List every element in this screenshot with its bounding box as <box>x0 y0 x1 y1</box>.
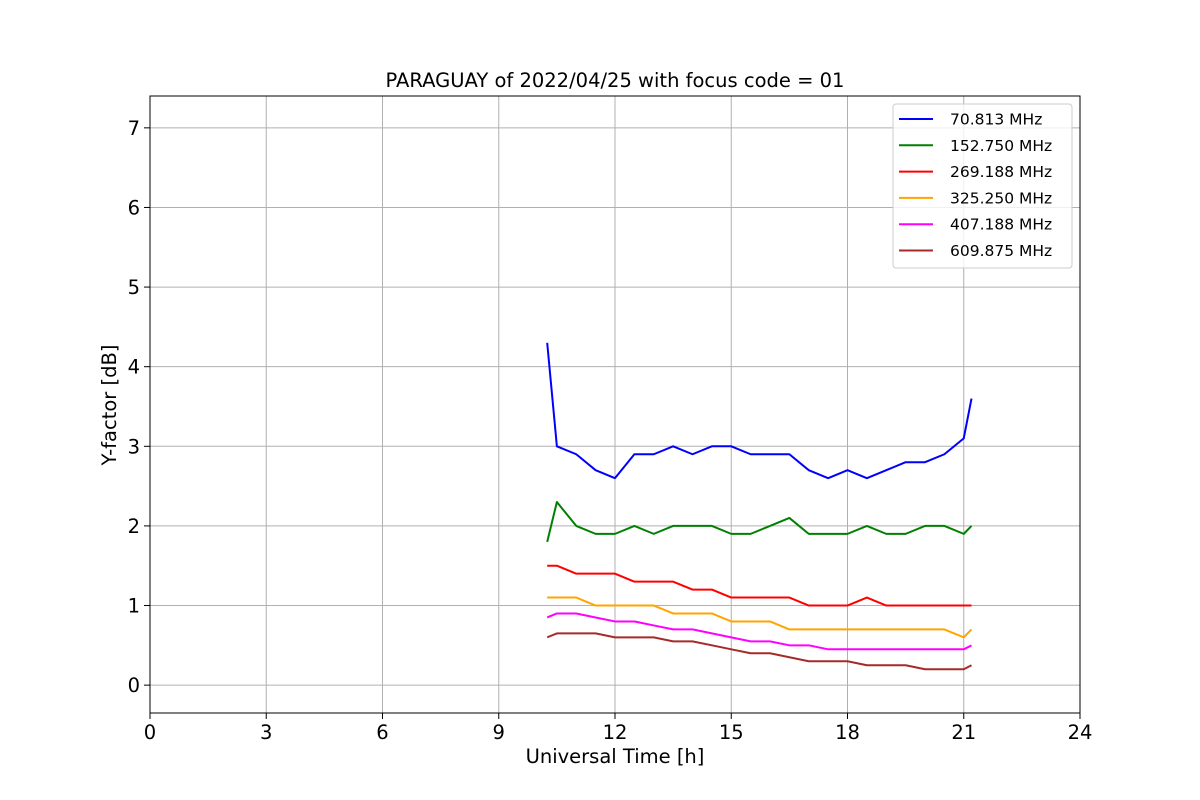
y-tick-label: 0 <box>128 674 140 697</box>
x-tick-label: 9 <box>493 721 505 744</box>
legend-label: 407.188 MHz <box>950 216 1052 234</box>
series-line-2 <box>547 564 972 607</box>
legend: 70.813 MHz 152.750 MHz 269.188 MHz 325.250 … <box>892 103 1073 269</box>
x-tick-label: 24 <box>1068 721 1093 744</box>
chart-title: PARAGUAY of 2022/04/25 with focus code =… <box>386 69 845 92</box>
series-line-5 <box>546 632 972 671</box>
legend-label: 325.250 MHz <box>950 189 1052 207</box>
y-tick-label: 4 <box>128 356 140 379</box>
x-tick-label: 0 <box>144 721 156 744</box>
legend-label: 70.813 MHz <box>950 111 1042 129</box>
series-line-3 <box>547 596 973 639</box>
x-tick-label: 12 <box>603 721 628 744</box>
legend-label: 269.188 MHz <box>950 163 1052 181</box>
y-tick-label: 7 <box>128 117 140 140</box>
series-line-4 <box>546 612 972 651</box>
legend-label: 152.750 MHz <box>950 137 1052 155</box>
series-line-0 <box>546 342 973 480</box>
y-tick-label: 6 <box>128 196 140 219</box>
x-axis-label: Universal Time [h] <box>526 745 705 768</box>
y-tick-label: 3 <box>128 435 140 458</box>
x-tick-label: 6 <box>376 721 388 744</box>
legend-label: 609.875 MHz <box>950 242 1052 260</box>
y-axis-label: Y-factor [dB] <box>98 345 121 467</box>
x-tick-label: 3 <box>260 721 272 744</box>
legend-box <box>892 103 1073 269</box>
series-line-1 <box>546 501 973 543</box>
x-tick-label: 21 <box>951 721 976 744</box>
y-tick-label: 5 <box>128 276 140 299</box>
y-tick-label: 2 <box>128 515 140 538</box>
series-group <box>546 342 973 671</box>
x-tick-label: 18 <box>835 721 860 744</box>
x-tick-label: 15 <box>719 721 744 744</box>
y-tick-label: 1 <box>128 595 140 618</box>
